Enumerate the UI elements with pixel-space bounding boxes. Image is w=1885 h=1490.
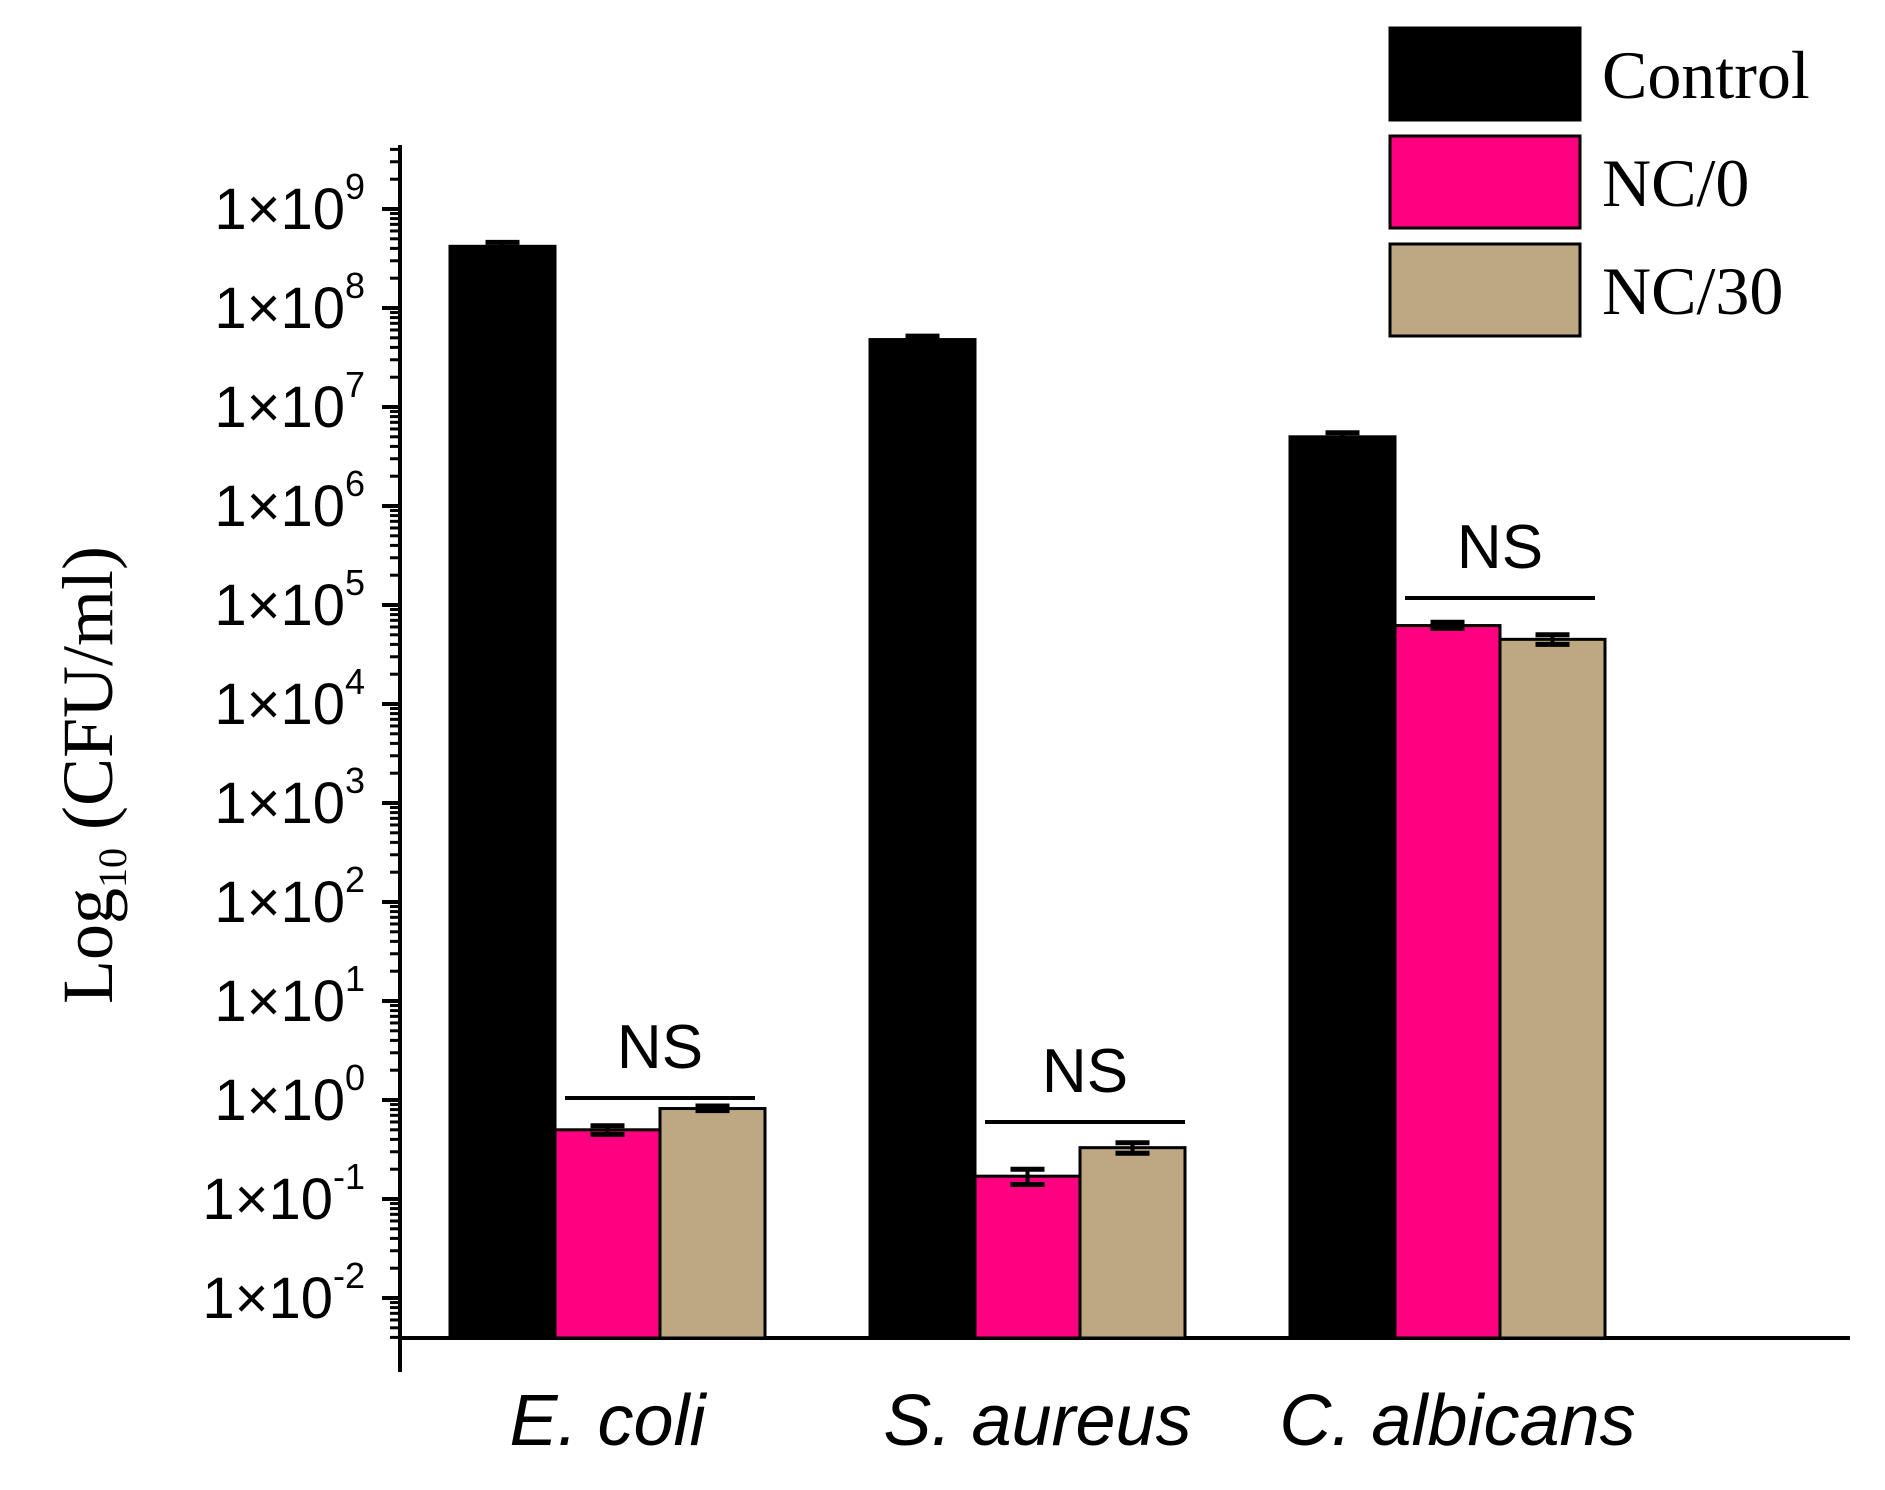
y-axis-label: Log10 (CFU/ml) <box>48 546 135 1004</box>
y-tick-label: 1×104 <box>214 661 365 737</box>
error-bars <box>485 239 1570 1188</box>
y-tick-label: 1×103 <box>214 760 365 836</box>
y-tick-label: 1×100 <box>214 1057 365 1133</box>
legend-label: NC/30 <box>1602 253 1783 329</box>
bar-nc-30-1 <box>1078 1146 1187 1340</box>
x-tick-label: S. aureus <box>883 1381 1191 1461</box>
y-tick-label: 1×106 <box>214 463 365 539</box>
legend-swatch-nc-30 <box>1388 242 1582 338</box>
ns-label: NS <box>1457 513 1543 582</box>
y-tick-label: 1×108 <box>214 265 365 341</box>
bars <box>448 244 1607 1340</box>
bar-nc-0-1 <box>973 1174 1082 1340</box>
ns-annotations: NS NS NS <box>565 513 1595 1124</box>
x-tick-labels: E. coli S. aureus C. albicans <box>509 1381 1635 1461</box>
y-ticks: 1×10-2 1×10-1 1×100 1×101 1×102 1×103 1×104 1×1… <box>202 147 400 1339</box>
bar-nc-0-0 <box>553 1128 662 1340</box>
legend-label: NC/0 <box>1602 145 1749 221</box>
bar-nc-30-0 <box>658 1107 767 1340</box>
legend-label: Control <box>1602 37 1810 113</box>
ns-label: NS <box>617 1013 703 1082</box>
bar-control-1 <box>868 338 977 1340</box>
y-tick-label: 1×109 <box>214 166 365 242</box>
bar-control-0 <box>448 244 557 1340</box>
legend-swatch-control <box>1388 26 1582 122</box>
bar-control-2 <box>1288 435 1397 1340</box>
legend: Control NC/0 NC/30 <box>1388 26 1810 338</box>
y-tick-label: 1×107 <box>214 364 365 440</box>
x-tick-label: E. coli <box>509 1381 707 1461</box>
y-tick-label: 1×10-2 <box>202 1255 365 1331</box>
x-tick-label: C. albicans <box>1279 1381 1635 1461</box>
y-tick-label: 1×105 <box>214 562 365 638</box>
y-tick-label: 1×102 <box>214 859 365 935</box>
legend-swatch-nc-0 <box>1388 134 1582 230</box>
ns-label: NS <box>1042 1037 1128 1106</box>
bar-nc-0-2 <box>1393 624 1502 1340</box>
y-tick-label: 1×101 <box>214 958 365 1034</box>
bar-nc-30-2 <box>1498 637 1607 1340</box>
y-tick-label: 1×10-1 <box>202 1156 365 1232</box>
